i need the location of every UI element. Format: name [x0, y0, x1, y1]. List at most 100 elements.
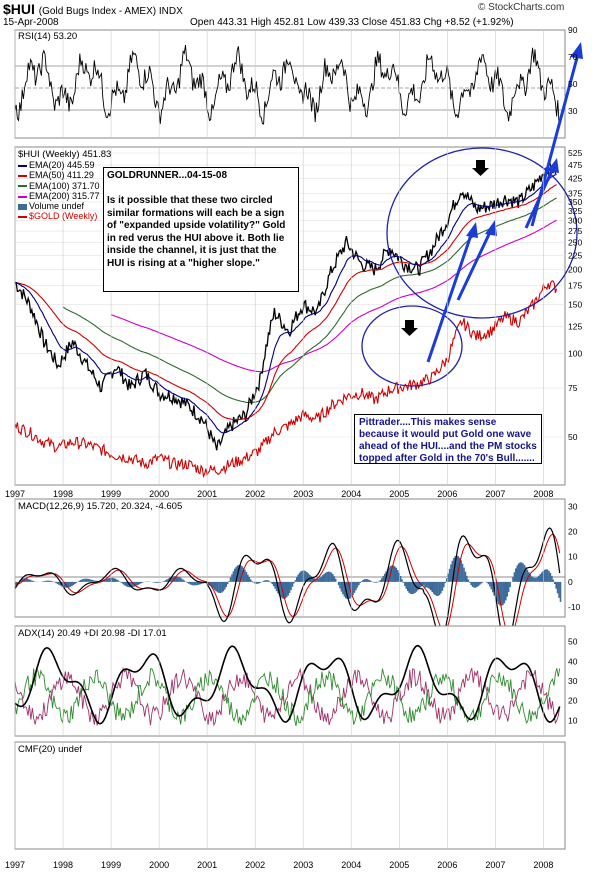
macd-histogram-bar [382, 576, 385, 582]
macd-histogram-bar [224, 581, 226, 590]
macd-histogram-bar [332, 574, 334, 582]
macd-histogram-bar [127, 581, 129, 587]
macd-histogram-bar [430, 581, 432, 591]
macd-histogram-bar [74, 581, 76, 584]
macd-histogram-bar [296, 577, 298, 582]
macd-histogram-bar [471, 581, 474, 587]
macd-histogram-bar [186, 581, 189, 583]
macd-histogram-bar [517, 563, 520, 582]
macd-histogram-bar [461, 563, 464, 582]
trend-arrow-4 [524, 167, 555, 229]
macd-histogram-bar [386, 569, 389, 582]
macd-histogram-bar [399, 576, 402, 582]
macd-histogram-bar [314, 578, 317, 582]
macd-histogram-bar [271, 581, 274, 585]
large-circle-annotation [386, 147, 578, 319]
macd-histogram-bar [79, 580, 82, 582]
macd-histogram-bar [525, 567, 527, 582]
macd-histogram-bar [327, 571, 330, 582]
macd-histogram-bar [434, 581, 436, 595]
macd-histogram-bar [153, 581, 155, 583]
macd-histogram-bar [450, 564, 452, 582]
macd-histogram-bar [310, 576, 312, 582]
macd-histogram-bar [456, 555, 458, 582]
macd-histogram-bar [443, 581, 445, 588]
macd-histogram-bar [440, 581, 442, 594]
macd-histogram-bar [235, 566, 238, 582]
macd-histogram-bar [68, 581, 70, 588]
macd-histogram-bar [163, 580, 165, 582]
cmf-frame [14, 741, 566, 850]
macd-histogram-bar [558, 581, 560, 598]
macd-histogram-bar [360, 581, 363, 582]
y-tick-label: 100 [568, 348, 582, 358]
macd-series [14, 527, 561, 646]
adx-series [14, 644, 561, 725]
macd-histogram-bar [396, 570, 399, 582]
macd-histogram-bar [200, 581, 203, 584]
trend-arrows [426, 42, 583, 363]
x-tick-label: 2008 [533, 860, 553, 870]
trend-arrow-1 [426, 231, 474, 363]
macd-histogram-bar [479, 581, 481, 585]
macd-histogram-bar [100, 580, 102, 582]
macd-histogram-bar [124, 581, 127, 586]
macd-histogram-bar [29, 579, 31, 582]
x-tick-label: 2001 [197, 489, 217, 499]
macd-histogram-bar [267, 580, 269, 582]
macd-histogram-bar [111, 577, 114, 582]
macd-label: MACD(12,26,9) 15.720, 20.324, -4.605 [18, 501, 183, 512]
macd-histogram-bar [350, 581, 353, 598]
y-tick-label: 30 [568, 106, 578, 116]
macd-histogram-bar [368, 579, 370, 582]
macd-histogram-bar [175, 576, 177, 582]
macd-histogram-bar [414, 581, 416, 593]
macd-histogram-bar [290, 581, 292, 591]
macd-histogram-bar [464, 571, 467, 582]
x-axis-labels-bottom: 1997 1998 1999 2000 2001 2002 2003 2004 2005 2006… [5, 860, 553, 870]
rsi-frame [14, 29, 566, 139]
macd-histogram-bar [405, 581, 408, 589]
macd-histogram-bar [460, 560, 462, 582]
macd-histogram-bar [183, 580, 186, 582]
macd-histogram-bar [187, 581, 190, 584]
right-axis-ticks: 5254754253753503253002752502252001751501… [568, 25, 582, 725]
macd-histogram-bar [340, 581, 343, 592]
macd-histogram-bar [105, 578, 108, 582]
macd-histogram-bar [492, 581, 494, 593]
macd-histogram-bar [326, 572, 328, 582]
macd-histogram-bar [383, 573, 386, 582]
y-tick-label: 525 [568, 148, 582, 158]
macd-histogram-bar [496, 581, 498, 602]
macd-histogram-bar [409, 581, 412, 594]
rsi-panel [14, 29, 566, 139]
macd-histogram-bar [552, 579, 555, 582]
macd-histogram-bar [530, 576, 533, 582]
macd-histogram-bar [555, 581, 557, 589]
macd-histogram-bar [489, 581, 491, 587]
macd-histogram-bar [324, 572, 327, 582]
legend-item-volume: Volume undef [18, 201, 100, 211]
macd-histogram-bar [87, 578, 89, 582]
x-tick-label: 2005 [389, 489, 409, 499]
y-tick-label: 250 [568, 238, 582, 248]
x-tick-label: 2004 [341, 860, 361, 870]
macd-histogram-bar [541, 572, 543, 582]
macd-histogram-bar [355, 581, 357, 591]
macd-histogram-bar [71, 581, 73, 586]
macd-histogram-bar [506, 581, 508, 597]
legend-label: Volume undef [29, 201, 85, 212]
macd-histogram-bar [437, 581, 439, 596]
x-axis-labels-top: 1997 1998 1999 2000 2001 2002 2003 2004 2005 2006… [5, 489, 553, 499]
macd-histogram-bar [270, 581, 272, 583]
macd-histogram-bar [56, 581, 59, 584]
macd-histogram-bar [353, 581, 356, 593]
x-tick-label: 2003 [293, 489, 313, 499]
macd-histogram-bar [218, 581, 220, 593]
macd-histogram-bar [500, 581, 503, 606]
macd-histogram-bar [428, 581, 431, 589]
macd-histogram-bar [91, 579, 93, 582]
macd-histogram-bar [120, 581, 122, 583]
macd-histogram-bar [89, 579, 92, 582]
macd-histogram-bar [417, 581, 419, 591]
